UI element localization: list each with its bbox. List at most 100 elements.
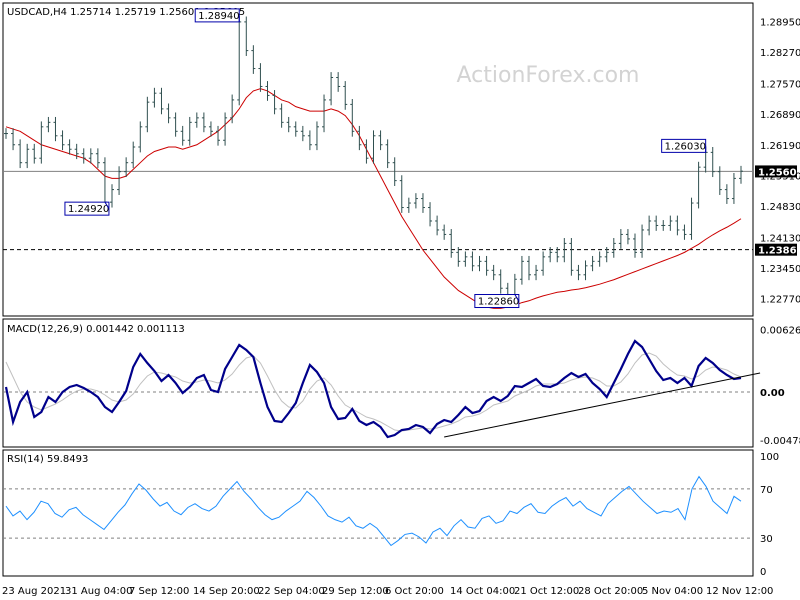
price-tick: 1.28270	[760, 48, 800, 59]
price-bar	[526, 255, 531, 281]
price-annotation: 1.22860	[474, 294, 520, 309]
price-bar	[293, 121, 298, 137]
price-annotation: 1.28940	[194, 8, 240, 23]
price-bar	[498, 269, 503, 294]
macd-trendline	[444, 372, 761, 438]
price-bar	[456, 246, 461, 267]
price-bar	[322, 94, 327, 133]
price-bar	[272, 90, 277, 115]
price-bar	[548, 246, 553, 263]
svg-text:1.24920: 1.24920	[68, 204, 109, 215]
price-bar	[18, 139, 23, 169]
price-tick: 1.24130	[760, 234, 800, 245]
price-y-axis: 1.28950 1.28270 1.27570 1.26890 1.26190 …	[760, 17, 800, 305]
price-tick: 1.23450	[760, 264, 800, 275]
price-bar	[307, 130, 312, 151]
price-bar	[208, 121, 213, 137]
price-bar	[632, 233, 637, 258]
price-bar	[604, 246, 609, 263]
svg-text:1.26030: 1.26030	[665, 141, 706, 152]
rsi-tick: 70	[760, 485, 773, 496]
price-bar	[463, 251, 468, 267]
price-bar	[187, 116, 192, 146]
rsi-tick: 0	[760, 567, 766, 578]
x-tick: 14 Oct 04:00	[450, 586, 515, 597]
support-level-label: 1.23860	[758, 246, 800, 257]
price-bar	[675, 215, 680, 236]
price-bar	[216, 125, 221, 146]
macd-main-line	[4, 339, 742, 439]
price-bar	[449, 229, 454, 258]
x-tick: 6 Oct 20:00	[385, 586, 444, 597]
rsi-panel	[2, 449, 754, 577]
price-bar	[60, 130, 65, 151]
rsi-tick: 30	[760, 534, 773, 545]
price-bar	[435, 215, 440, 236]
price-bar	[661, 220, 666, 231]
price-bar	[46, 116, 51, 133]
price-bar	[180, 125, 185, 146]
price-bar	[32, 143, 37, 164]
price-bar	[88, 148, 93, 164]
price-bar	[442, 224, 447, 240]
x-tick: 14 Sep 20:00	[193, 586, 260, 597]
price-bar	[710, 146, 715, 178]
price-bar	[519, 255, 524, 285]
price-bar	[717, 166, 722, 195]
rsi-y-axis: 100 70 30 0	[760, 452, 779, 578]
price-bar	[364, 139, 369, 164]
price-bar	[110, 184, 115, 208]
price-bar	[166, 103, 171, 124]
price-bar	[576, 264, 581, 281]
price-tick: 1.28950	[760, 17, 800, 28]
price-bar	[159, 87, 164, 115]
price-bar	[357, 125, 362, 151]
price-title: USDCAD,H4 1.25714 1.25719 1.25601 1.2560…	[7, 7, 245, 18]
svg-text:1.28940: 1.28940	[198, 11, 239, 22]
rsi-tick: 100	[760, 452, 779, 463]
price-panel	[2, 2, 754, 317]
price-bar	[300, 125, 305, 142]
price-tick: 1.22770	[760, 295, 800, 306]
price-bar	[392, 157, 397, 187]
price-bar	[569, 238, 574, 276]
price-bar	[477, 255, 482, 272]
price-bar	[124, 157, 129, 178]
macd-title: MACD(12,26,9) 0.001442 0.001113	[7, 324, 185, 335]
price-bar	[138, 121, 143, 153]
macd-tick: -0.004785	[760, 436, 800, 447]
price-bar	[590, 255, 595, 272]
x-tick: 31 Aug 04:00	[65, 586, 132, 597]
price-bar	[194, 112, 199, 128]
price-bar	[67, 139, 72, 155]
price-bar	[258, 63, 263, 92]
current-price-label: 1.25605	[758, 167, 800, 178]
price-annotation: 1.24920	[64, 201, 110, 216]
price-bar	[654, 215, 659, 231]
price-bar	[230, 94, 235, 124]
price-bar	[371, 130, 376, 164]
x-tick: 21 Oct 12:00	[514, 586, 579, 597]
price-bar	[724, 184, 729, 204]
price-bar	[145, 96, 150, 133]
price-bar	[534, 264, 539, 281]
x-tick: 23 Aug 2021	[2, 586, 66, 597]
macd-tick: 0.00	[760, 388, 785, 399]
price-bar	[350, 99, 355, 137]
price-bar	[731, 173, 736, 204]
price-bar	[583, 260, 588, 281]
price-bar	[399, 175, 404, 213]
price-bar	[470, 251, 475, 272]
price-bar	[152, 87, 157, 108]
watermark: ActionForex.com	[457, 63, 640, 88]
price-bar	[74, 143, 79, 160]
price-bar	[223, 112, 228, 146]
price-bar	[314, 121, 319, 151]
x-tick: 22 Sep 04:00	[258, 586, 325, 597]
price-annotation: 1.26030	[661, 138, 707, 153]
price-bar	[81, 148, 86, 164]
price-bar	[562, 238, 567, 263]
x-tick: 28 Oct 20:00	[578, 586, 643, 597]
macd-panel	[2, 318, 754, 448]
